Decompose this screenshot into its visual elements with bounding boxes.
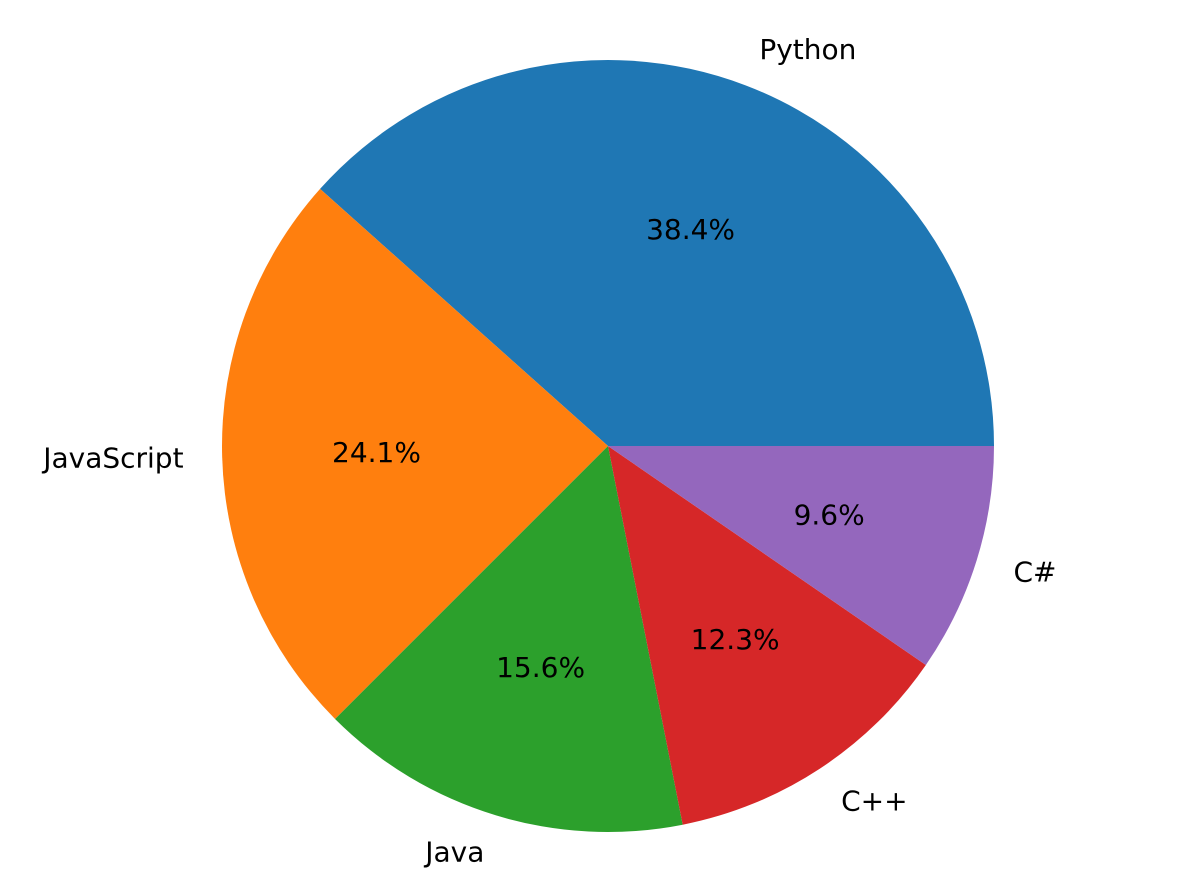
pie-percent-label: 12.3% (691, 623, 780, 656)
pie-category-label: JavaScript (41, 442, 183, 475)
pie-labels: 38.4% Python 24.1% JavaScript 15.6% Java 12.3%… (41, 33, 1056, 869)
pie-slice-python (320, 60, 994, 447)
pie-slice-c- (608, 446, 926, 825)
pie-percent-label: 24.1% (332, 436, 421, 469)
pie-slice-java (335, 446, 683, 832)
pie-category-label: Python (759, 33, 856, 66)
pie-category-label: Java (423, 836, 484, 869)
pie-percent-label: 38.4% (646, 213, 735, 246)
pie-percent-label: 9.6% (794, 498, 865, 531)
pie-slice-c- (608, 446, 994, 665)
pie-category-label: C# (1013, 556, 1056, 589)
pie-slice-javascript (222, 188, 608, 719)
pie-percent-label: 15.6% (496, 651, 585, 684)
pie-category-label: C++ (841, 784, 907, 817)
pie-slices (222, 60, 994, 832)
